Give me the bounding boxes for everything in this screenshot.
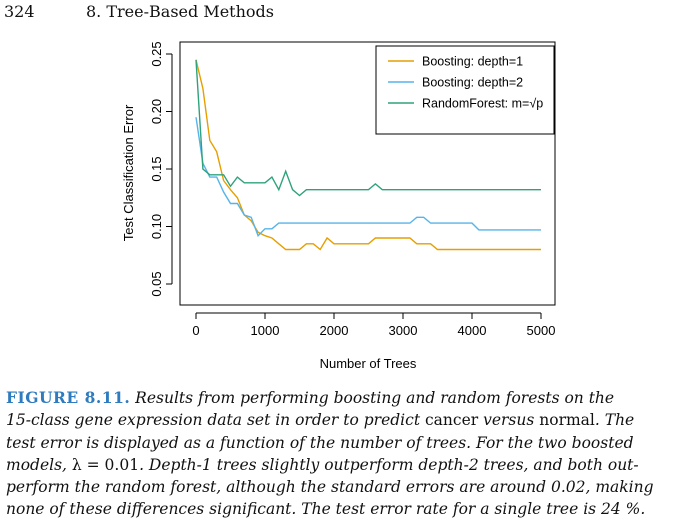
y-tick-label: 0.20 <box>149 99 164 124</box>
caption-text-2b: versus <box>478 411 540 430</box>
caption-text-2a: 15-class gene expression data set in ord… <box>6 411 425 430</box>
caption-line-1: FIGURE 8.11. Results from performing boo… <box>6 387 676 409</box>
plot-frame <box>179 41 556 306</box>
caption-normal: normal <box>539 411 595 430</box>
x-tick-label: 0 <box>192 323 199 338</box>
y-tick-label: 0.10 <box>149 214 164 239</box>
caption-lambda: λ = 0.01 <box>71 455 140 474</box>
figure-caption: FIGURE 8.11. Results from performing boo… <box>6 387 676 521</box>
caption-line-2: 15-class gene expression data set in ord… <box>6 409 676 431</box>
chapter-title: 8. Tree-Based Methods <box>86 2 274 21</box>
caption-text-4b: . Depth-1 trees slightly outperform dept… <box>139 455 639 474</box>
caption-text-4a: models, <box>6 455 72 474</box>
y-tick-label: 0.15 <box>149 156 164 181</box>
caption-line-3: test error is displayed as a function of… <box>6 433 634 452</box>
legend: Boosting: depth=1 Boosting: depth=2 Random… <box>375 45 555 135</box>
series-lines <box>195 59 541 251</box>
x-tick-label: 3000 <box>389 323 418 338</box>
series-line-3 <box>195 59 541 197</box>
y-tick-label: 0.05 <box>149 271 164 296</box>
legend-label-3: RandomForest: m=√p <box>422 97 543 111</box>
figure-label: FIGURE 8.11. <box>6 388 131 407</box>
caption-cancer: cancer <box>424 411 479 430</box>
y-axis-label: Test Classification Error <box>121 104 136 241</box>
x-axis: 0 1000 2000 3000 4000 5000 <box>192 312 556 338</box>
caption-text-2c: . The <box>594 411 635 430</box>
page-header: 324 8. Tree-Based Methods <box>0 2 679 22</box>
x-tick-label: 1000 <box>251 323 280 338</box>
x-tick-label: 4000 <box>458 323 487 338</box>
y-tick-label: 0.25 <box>149 41 164 66</box>
x-axis-label: Number of Trees <box>320 356 417 371</box>
series-line-2 <box>195 117 541 237</box>
caption-line-5: perform the random forest, although the … <box>6 478 654 497</box>
caption-text-1: Results from performing boosting and ran… <box>130 389 615 407</box>
figure-chart: 0 1000 2000 3000 4000 5000 0.050.100.150.200.… <box>121 41 556 371</box>
legend-label-2: Boosting: depth=2 <box>422 76 523 90</box>
x-tick-label: 5000 <box>527 323 556 338</box>
y-axis: 0.05 0.10 0.15 0.20 0.25 <box>149 41 173 297</box>
page-number: 324 <box>4 2 35 21</box>
caption-line-6: none of these differences significant. T… <box>6 500 646 519</box>
x-tick-label: 2000 <box>320 323 349 338</box>
series-line-1 <box>195 59 541 251</box>
legend-label-1: Boosting: depth=1 <box>422 55 523 69</box>
caption-line-4: models, λ = 0.01. Depth-1 trees slightly… <box>6 454 676 476</box>
